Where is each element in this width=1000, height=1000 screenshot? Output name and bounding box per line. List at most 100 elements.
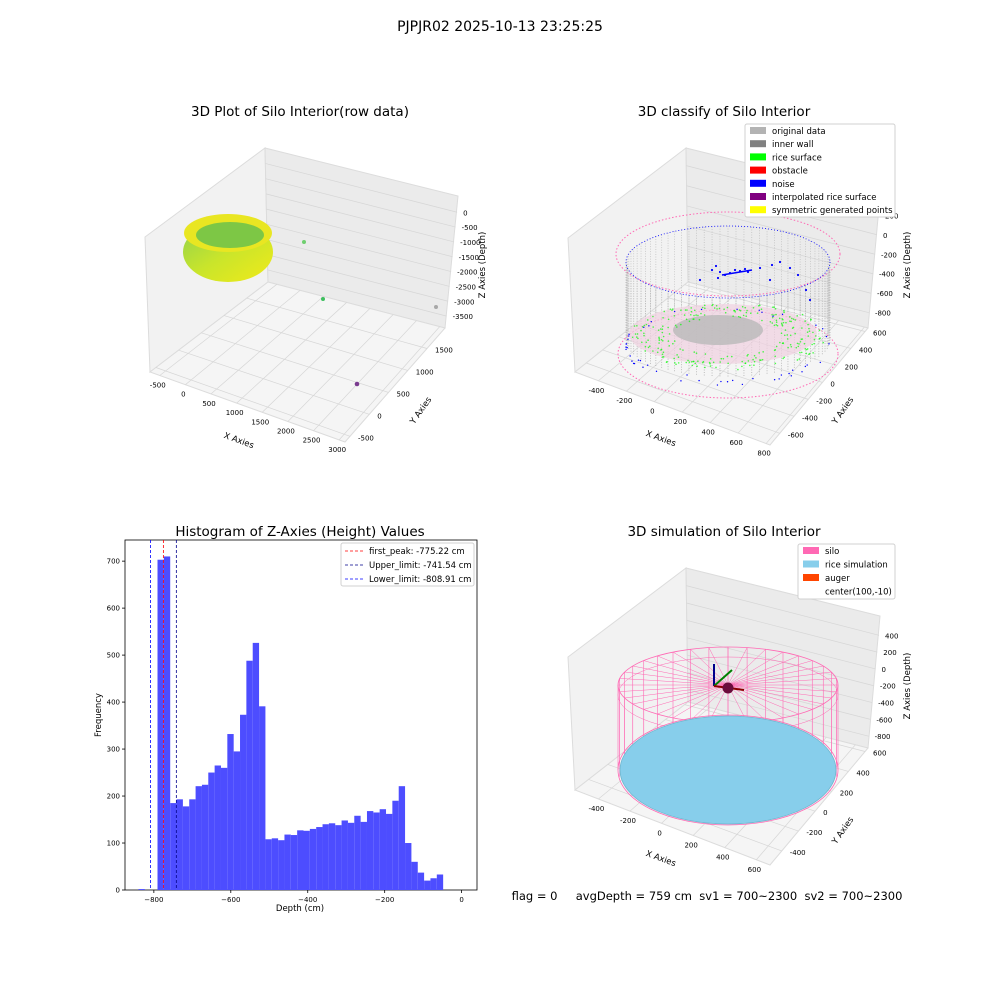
rice-surface-point (783, 357, 785, 359)
rice-surface-point (775, 324, 777, 326)
y-tick-label: 400 (107, 699, 120, 707)
noise-point (805, 366, 806, 367)
y-tick-label: 0 (830, 380, 834, 388)
rice-surface-point (809, 330, 811, 332)
noise-point (656, 371, 657, 372)
noise-point (640, 360, 641, 361)
rice-surface-point (657, 347, 659, 349)
rice-surface-point (679, 348, 681, 350)
rice-surface-point (652, 316, 654, 318)
z-tick-label: 0 (882, 666, 886, 674)
rice-surface-point (636, 336, 638, 338)
noise-point (638, 359, 639, 360)
y-tick-label: 400 (856, 769, 869, 777)
panel-raw-data: 3D Plot of Silo Interior(row data) -5000… (145, 104, 488, 454)
y-tick-label: 200 (107, 793, 120, 801)
legend-label: Upper_limit: -741.54 cm (369, 561, 472, 571)
noise-point (680, 380, 681, 381)
histogram-bar (240, 715, 246, 890)
noise-point (719, 271, 721, 273)
legend-label: noise (772, 180, 795, 190)
rice-surface-point (807, 324, 809, 326)
rice-surface-point (776, 321, 778, 323)
noise-point (792, 370, 793, 371)
rice-surface-point (710, 358, 712, 360)
noise-point (805, 289, 807, 291)
rice-surface-point (689, 321, 691, 323)
rice-surface-point (819, 330, 821, 332)
noise-point (752, 378, 753, 379)
legend-label: center(100,-10) (825, 588, 892, 598)
rice-surface-point (744, 363, 746, 365)
histogram-bar (221, 768, 227, 890)
x-tick-label: -200 (616, 397, 632, 405)
rice-surface-point (696, 352, 698, 354)
x-tick-label: -400 (588, 387, 604, 395)
rice-surface-point (670, 308, 672, 310)
rice-surface-point (634, 325, 636, 327)
y-tick-label: 500 (107, 652, 120, 660)
z-tick-label: -1500 (459, 254, 479, 262)
histogram-bar (272, 838, 278, 890)
rice-surface-point (762, 359, 764, 361)
rice-surface-point (647, 339, 649, 341)
rice-surface-point (658, 337, 660, 339)
rice-surface-point (753, 307, 755, 309)
rice-surface-point (652, 326, 654, 328)
histogram-bar (253, 643, 259, 890)
panel2-title: 3D classify of Silo Interior (638, 104, 811, 120)
rice-surface-point (697, 315, 699, 317)
rice-surface-point (704, 314, 706, 316)
z-tick-label: -500 (462, 224, 478, 232)
z-tick-label: -3500 (453, 313, 473, 321)
x-tick-label: 0 (459, 896, 463, 904)
noise-point (788, 373, 789, 374)
noise-point (642, 367, 643, 368)
rice-surface-point (812, 332, 814, 334)
z-tick-label: -800 (875, 310, 891, 318)
rice-surface-point (689, 361, 691, 363)
rice-surface-point (782, 319, 784, 321)
raw-outlier-point (302, 240, 306, 244)
x-tick-label: −600 (221, 896, 240, 904)
rice-surface-point (693, 351, 695, 353)
histogram-bar (158, 560, 164, 890)
noise-point (625, 343, 626, 344)
noise-point (732, 380, 733, 381)
rice-surface-point (813, 343, 815, 345)
histogram-bar (399, 786, 405, 890)
rice-surface-point (691, 365, 693, 367)
rice-surface-point (758, 305, 760, 307)
y-tick-label: -600 (788, 431, 804, 439)
panel2-legend: original datainner wallrice surfaceobsta… (745, 124, 895, 217)
legend-label: interpolated rice surface (772, 193, 877, 203)
rice-surface-point (669, 333, 671, 335)
x-tick-label: -200 (620, 817, 636, 825)
noise-point (759, 310, 760, 311)
histogram-title: Histogram of Z-Axies (Height) Values (175, 524, 424, 540)
y-tick-label: 500 (397, 390, 410, 398)
rice-surface-point (687, 360, 689, 362)
histogram-bar (418, 873, 424, 890)
y-tick-label: 100 (107, 840, 120, 848)
noise-point (778, 378, 779, 379)
legend-label: symmetric generated points (772, 206, 893, 216)
z-tick-label: -3000 (454, 298, 474, 306)
rice-surface-point (794, 333, 796, 335)
rice-surface-point (789, 320, 791, 322)
noise-point (701, 309, 702, 310)
panel1-ylabel: Y Axies (408, 395, 435, 427)
rice-surface-point (686, 319, 688, 321)
rice-surface-point (784, 334, 786, 336)
rice-surface-point (808, 328, 810, 330)
rice-surface-point (658, 342, 660, 344)
legend-swatch (750, 140, 766, 147)
rice-surface-point (746, 355, 748, 357)
rice-surface-point (809, 353, 811, 355)
noise-point (651, 321, 652, 322)
rice-surface-point (786, 334, 788, 336)
noise-point (717, 384, 718, 385)
rice-surface-point (749, 365, 751, 367)
rice-surface-point (801, 352, 803, 354)
rice-surface-point (680, 309, 682, 311)
